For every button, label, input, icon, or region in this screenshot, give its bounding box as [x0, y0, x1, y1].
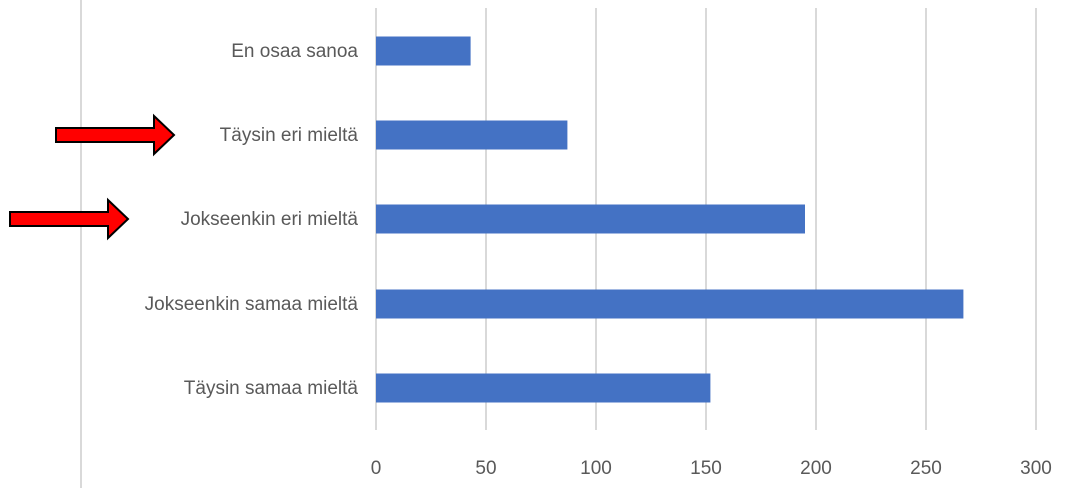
x-tick-labels: 0 50 100 150 200 250 300 [371, 458, 1052, 479]
gridlines [375, 8, 1037, 430]
bar [376, 289, 964, 319]
x-tick-label: 150 [690, 458, 722, 479]
x-tick-label: 200 [800, 458, 832, 479]
category-label: Jokseenkin eri mieltä [181, 209, 359, 230]
red-arrow-icon [55, 113, 176, 157]
x-tick-label: 100 [580, 458, 612, 479]
category-label: Täysin eri mieltä [220, 125, 359, 146]
bars [376, 36, 964, 403]
bar [376, 373, 711, 403]
category-label: En osaa sanoa [231, 41, 358, 62]
chart-frame-line [80, 0, 82, 488]
category-label: Jokseenkin samaa mieltä [145, 294, 359, 315]
category-labels: En osaa sanoa Täysin eri mieltä Jokseenkin… [145, 41, 359, 399]
x-tick-label: 250 [910, 458, 942, 479]
bar [376, 120, 568, 150]
red-arrow-icon [9, 197, 130, 241]
bar [376, 204, 805, 234]
x-tick-label: 300 [1020, 458, 1052, 479]
annotation-arrows [9, 113, 176, 241]
bar [376, 36, 471, 66]
x-tick-label: 50 [475, 458, 496, 479]
category-label: Täysin samaa mieltä [184, 378, 359, 399]
x-tick-label: 0 [371, 458, 382, 479]
